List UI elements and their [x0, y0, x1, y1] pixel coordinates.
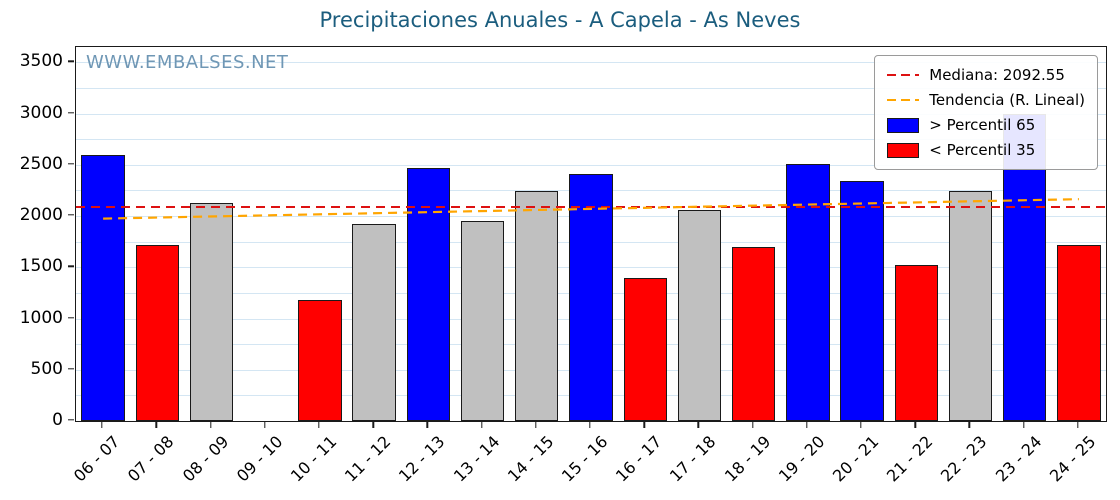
median-line-sample	[887, 74, 920, 76]
bar-20-21	[840, 181, 884, 421]
p35-swatch	[887, 142, 920, 158]
legend-item-median: Mediana: 2092.55	[887, 66, 1085, 84]
y-tick-label: 3500	[19, 51, 63, 72]
x-tick-mark	[264, 421, 266, 428]
x-tick-label: 20 - 21	[828, 431, 883, 486]
x-tick-mark	[589, 421, 591, 428]
bar-10-11	[298, 300, 342, 421]
bar-14-15	[515, 191, 559, 421]
x-tick-mark	[1022, 421, 1025, 428]
bar-18-19	[731, 246, 776, 421]
x-tick-mark	[643, 421, 645, 428]
x-tick-label: 16 - 17	[612, 431, 666, 486]
x-tick-mark	[372, 421, 374, 428]
x-tick-mark	[751, 421, 754, 428]
x-tick-label: 11 - 12	[341, 431, 395, 486]
bar-16-17	[623, 277, 667, 421]
x-tick-label: 07 - 08	[124, 431, 178, 486]
bar-06-07	[81, 154, 125, 421]
x-tick-mark	[318, 421, 320, 428]
trend-line-sample	[887, 99, 920, 101]
x-tick-mark	[1077, 421, 1079, 428]
x-tick-label: 19 - 20	[774, 431, 829, 486]
legend-item-p65: > Percentil 65	[887, 116, 1085, 134]
x-tick-label: 22 - 23	[937, 431, 991, 486]
gridline	[76, 139, 1106, 141]
y-tick-label: 1000	[19, 307, 63, 328]
y-tick-mark	[68, 316, 74, 319]
plot-area: WWW.EMBALSES.NET Mediana: 2092.55 Tenden…	[75, 46, 1107, 422]
bar-15-16	[569, 174, 613, 421]
x-tick-label: 14 - 15	[503, 431, 558, 486]
bar-22-23	[948, 191, 993, 421]
y-tick-mark	[68, 419, 74, 421]
x-tick-mark	[806, 421, 808, 428]
bar-07-08	[135, 244, 179, 421]
bar-11-12	[352, 224, 396, 421]
x-tick-label: 10 - 11	[286, 431, 341, 486]
x-tick-label: 08 - 09	[178, 431, 232, 486]
x-tick-mark	[968, 421, 971, 428]
legend-item-trend: Tendencia (R. Lineal)	[887, 91, 1085, 109]
median-line	[76, 205, 1106, 208]
x-tick-mark	[426, 421, 429, 428]
x-tick-label: 15 - 16	[557, 431, 612, 486]
bar-17-18	[677, 209, 722, 421]
y-tick-label: 0	[52, 410, 63, 430]
x-tick-label: 12 - 13	[395, 431, 449, 486]
x-tick-mark	[860, 421, 862, 428]
bar-08-09	[189, 202, 234, 421]
x-tick-label: 24 - 25	[1045, 431, 1100, 486]
legend: Mediana: 2092.55 Tendencia (R. Lineal) >…	[874, 55, 1098, 170]
y-tick-mark	[68, 368, 74, 370]
x-tick-mark	[697, 421, 700, 428]
bar-21-22	[894, 265, 938, 421]
legend-label-p65: > Percentil 65	[929, 116, 1036, 134]
gridline	[76, 87, 1106, 89]
y-tick-label: 2500	[19, 153, 63, 174]
x-tick-label: 13 - 14	[449, 431, 504, 486]
x-axis: 06 - 07 07 - 08 08 - 09 09 - 10 10 - 11 11 - …	[70, 421, 1105, 500]
x-tick-label: 06 - 07	[70, 431, 124, 486]
p65-swatch	[887, 117, 920, 133]
x-tick-label: 23 - 24	[991, 431, 1046, 486]
x-tick-label: 21 - 22	[883, 431, 937, 486]
y-tick-mark	[68, 265, 74, 267]
x-tick-mark	[914, 421, 916, 428]
chart-title: Precipitaciones Anuales - A Capela - As …	[319, 8, 801, 32]
x-tick-label: 17 - 18	[666, 431, 720, 486]
x-tick-mark	[535, 421, 537, 428]
legend-label-p35: < Percentil 35	[929, 141, 1036, 159]
x-tick-label: 09 - 10	[232, 431, 287, 486]
bar-13-14	[460, 221, 505, 421]
bar-24-25	[1057, 244, 1101, 421]
y-tick-label: 1500	[19, 256, 63, 277]
x-tick-mark	[155, 421, 158, 428]
gridline	[76, 113, 1106, 115]
legend-item-p35: < Percentil 35	[887, 141, 1085, 159]
y-tick-label: 500	[30, 358, 63, 379]
y-axis: 0 500 1000 1500 2000 2500 3000 3500	[0, 46, 75, 430]
y-tick-mark	[68, 60, 74, 63]
y-tick-label: 2000	[19, 205, 63, 226]
y-tick-mark	[68, 163, 74, 165]
x-tick-mark	[480, 421, 483, 428]
x-tick-label: 18 - 19	[720, 431, 775, 486]
watermark: WWW.EMBALSES.NET	[86, 52, 289, 73]
y-tick-label: 3000	[19, 102, 63, 123]
x-tick-mark	[101, 421, 103, 428]
x-tick-mark	[209, 421, 212, 428]
gridline	[76, 164, 1106, 166]
legend-label-median: Mediana: 2092.55	[929, 66, 1065, 84]
bar-19-20	[786, 163, 830, 421]
legend-label-trend: Tendencia (R. Lineal)	[929, 91, 1085, 109]
y-tick-mark	[68, 214, 74, 216]
y-tick-mark	[68, 111, 74, 114]
gridline	[76, 62, 1106, 64]
